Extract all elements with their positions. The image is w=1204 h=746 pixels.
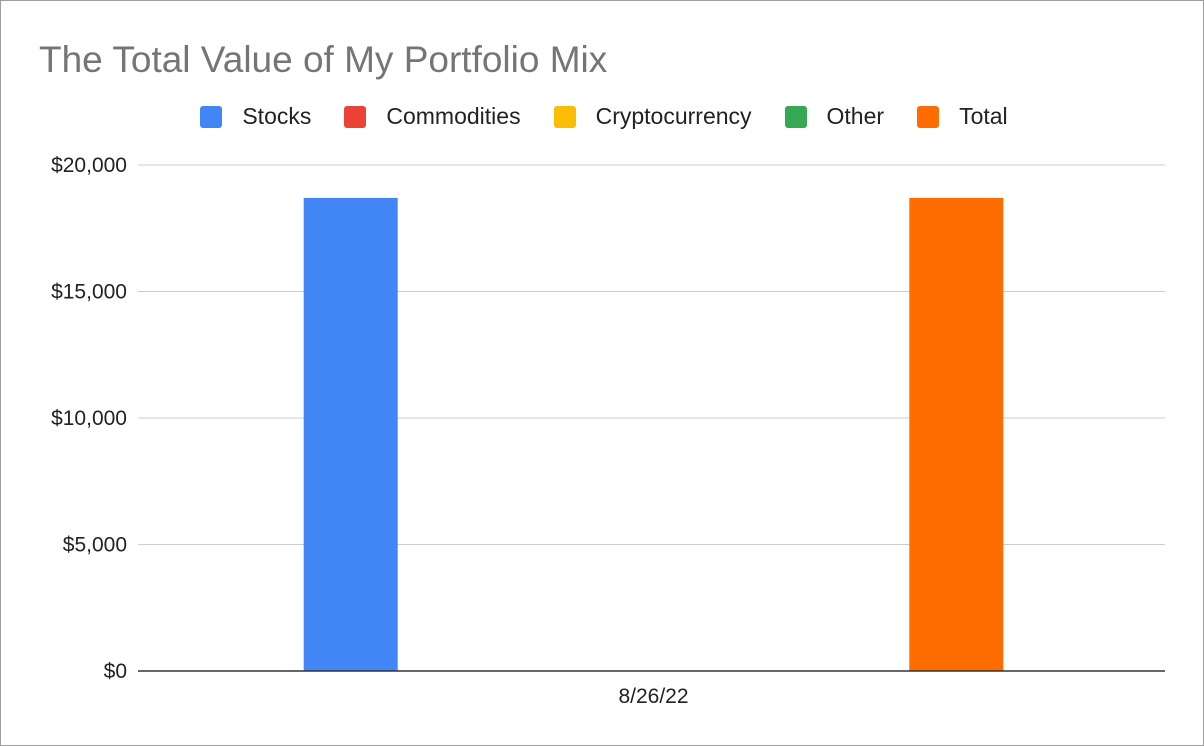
chart-legend: Stocks Commodities Cryptocurrency Other … (1, 103, 1203, 130)
legend-label-cryptocurrency: Cryptocurrency (595, 103, 752, 129)
legend-item-stocks: Stocks (200, 103, 311, 130)
y-tick-label: $10,000 (51, 407, 127, 430)
y-tick-label: $20,000 (51, 154, 127, 177)
legend-label-stocks: Stocks (242, 103, 312, 129)
legend-swatch-commodities (344, 105, 367, 128)
bar-total (909, 197, 1004, 671)
y-tick-label: $5,000 (63, 534, 127, 557)
legend-item-commodities: Commodities (344, 103, 521, 130)
legend-label-commodities: Commodities (386, 103, 521, 129)
y-tick-label: $0 (104, 660, 127, 683)
legend-label-other: Other (826, 103, 885, 129)
legend-swatch-cryptocurrency (553, 105, 576, 128)
legend-swatch-stocks (200, 105, 223, 128)
chart-title: The Total Value of My Portfolio Mix (39, 39, 608, 80)
y-tick-label: $15,000 (51, 281, 127, 304)
legend-item-other: Other (784, 103, 885, 130)
legend-item-cryptocurrency: Cryptocurrency (553, 103, 752, 130)
x-tick-label: 8/26/22 (618, 685, 688, 708)
legend-label-total: Total (959, 103, 1008, 129)
bar-stocks (303, 197, 398, 671)
legend-item-total: Total (917, 103, 1008, 130)
legend-swatch-other (784, 105, 807, 128)
legend-swatch-total (917, 105, 940, 128)
